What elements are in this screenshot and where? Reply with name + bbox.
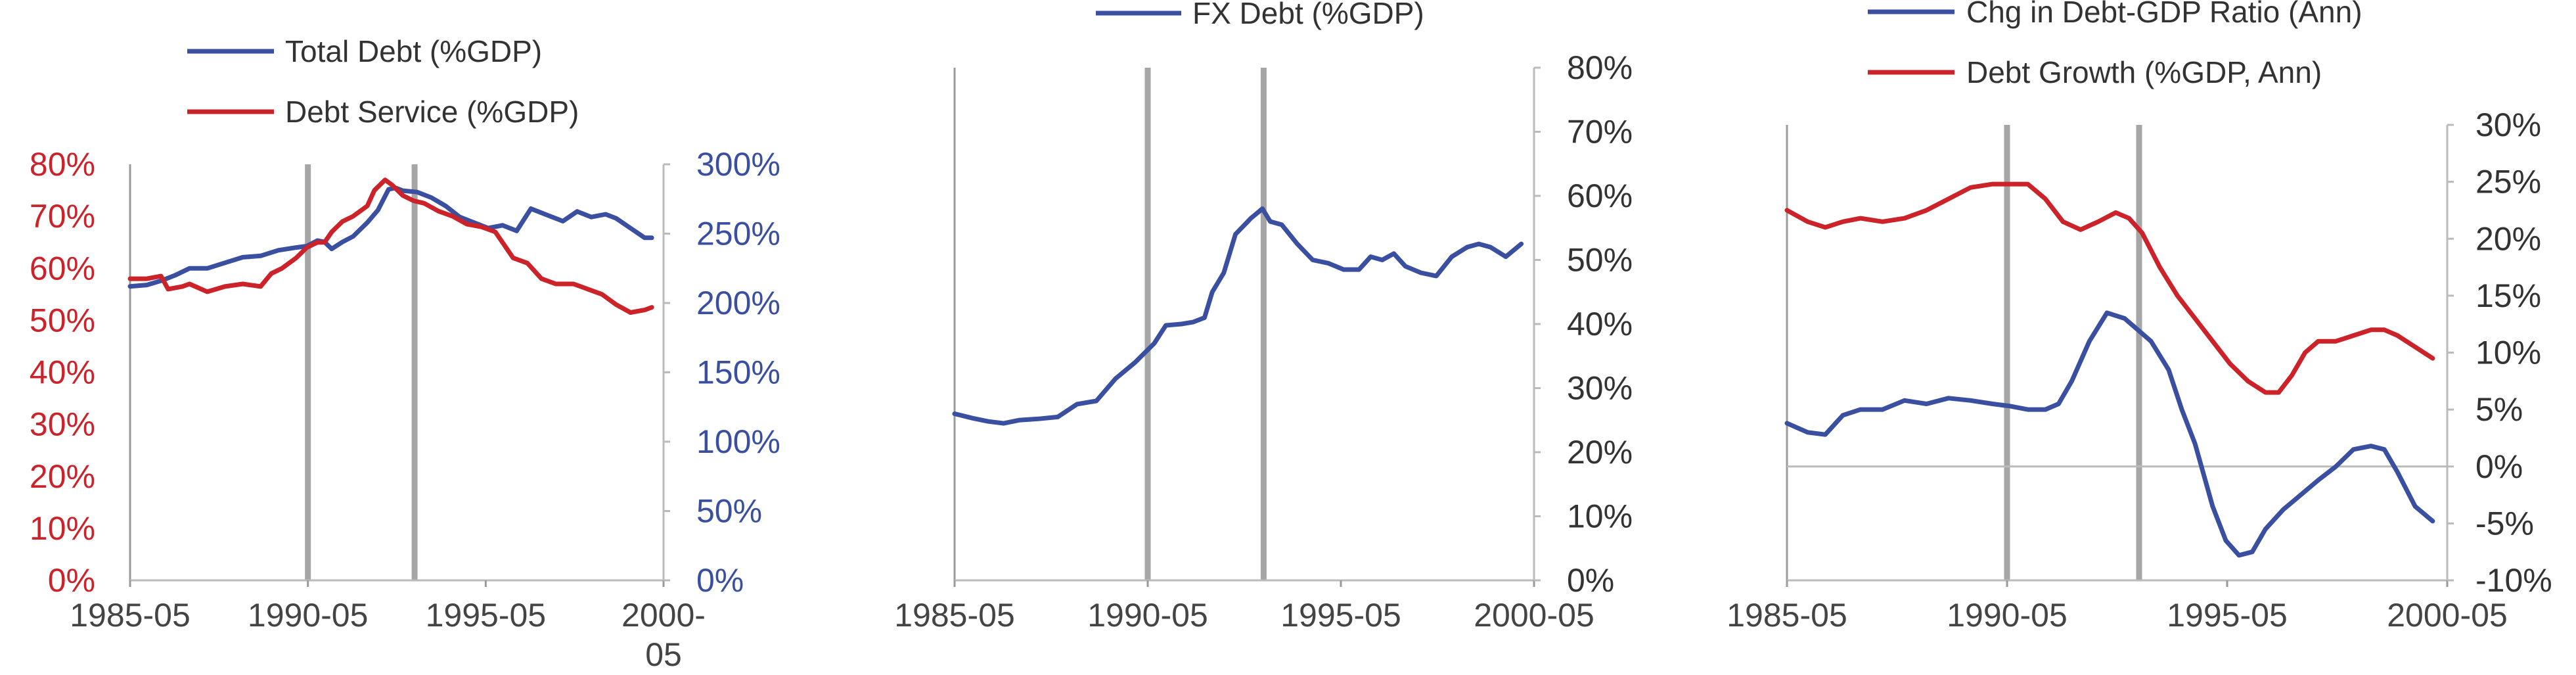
right-y-tick-label-70: 70% (1567, 114, 1633, 151)
legend-label-total-debt: Total Debt (%GDP) (285, 34, 542, 68)
x-tick-label-1995-05: 1995-05 (1280, 597, 1401, 634)
x-tick-label-line: 1995-05 (426, 597, 547, 634)
legend-label-debt-service: Debt Service (%GDP) (285, 95, 579, 129)
series-line-total-debt-gdp (127, 185, 654, 289)
plot-frame (129, 164, 665, 582)
legend-label-chg-debt-gdp: Chg in Debt-GDP Ratio (Ann) (1966, 0, 2362, 29)
x-tick-label-line: 1990-05 (1087, 597, 1208, 634)
right-y-tick-label-5: 5% (2475, 391, 2523, 428)
left-y-tick-label-60: 60% (30, 250, 95, 287)
x-tick-label-1990-05: 1990-05 (248, 597, 369, 634)
left-y-axis: 0% 10% 20% 30% 40% 50% 60% 70% 80% (30, 146, 95, 599)
right-y-tick-label-0: 0% (2475, 448, 2523, 485)
legend-item-debt-growth: Debt Growth (%GDP, Ann) (1868, 55, 2322, 89)
right-y-tick-label-60: 60% (1567, 177, 1633, 214)
left-y-tick-label-70: 70% (30, 198, 95, 235)
chart-panel-1: Total Debt (%GDP) Debt Service (%GDP) 19… (30, 34, 780, 673)
left-y-tick-label-80: 80% (30, 146, 95, 183)
event-lines (1144, 68, 1267, 580)
x-tick-label-line: 1995-05 (1280, 597, 1401, 634)
right-y-tick-label-5: -5% (2475, 505, 2534, 542)
series-line-chg-in-debt-gdp-ratio-ann (1784, 310, 2435, 558)
right-y-tick-label-0: 0% (1567, 562, 1614, 599)
legend-label-fx-debt: FX Debt (%GDP) (1192, 0, 1424, 30)
left-y-tick-label-40: 40% (30, 354, 95, 391)
right-y-tick-label-200: 200% (696, 285, 780, 321)
x-tick-label-line: 2000-05 (1474, 597, 1594, 634)
right-y-tick-label-250: 250% (696, 216, 780, 252)
legend-item-debt-service: Debt Service (%GDP) (187, 95, 579, 129)
x-tick-label-1985-05: 1985-05 (1727, 597, 1847, 634)
x-tick-label-line: 1990-05 (248, 597, 369, 634)
left-y-tick-label-30: 30% (30, 406, 95, 443)
left-y-tick-label-50: 50% (30, 302, 95, 338)
right-y-tick-label-40: 40% (1567, 306, 1633, 342)
x-axis: 1985-05 1990-05 1995-05 2000-05 (894, 580, 1594, 634)
right-y-tick-label-0: 0% (696, 562, 744, 599)
x-tick-label-line: 1990-05 (1947, 597, 2068, 634)
left-y-tick-label-0: 0% (48, 562, 95, 599)
legend-item-total-debt: Total Debt (%GDP) (187, 34, 542, 68)
x-tick-label-2000-05: 2000-05 (621, 597, 706, 673)
x-tick-label-2000-05: 2000-05 (2387, 597, 2508, 634)
x-tick-label-1990-05: 1990-05 (1087, 597, 1208, 634)
x-tick-label-2000-05: 2000-05 (1474, 597, 1594, 634)
right-y-tick-label-20: 20% (1567, 434, 1633, 471)
right-y-tick-label-50: 50% (696, 493, 762, 530)
x-tick-label-line: 1985-05 (1727, 597, 1847, 634)
x-tick-label-line: 1985-05 (70, 597, 191, 634)
legend-item-chg-debt-gdp: Chg in Debt-GDP Ratio (Ann) (1868, 0, 2362, 29)
right-y-tick-label-10: -10% (2475, 562, 2552, 599)
chart-panel-2: FX Debt (%GDP) 1985-05 1990-05 1995-05 2000… (894, 0, 1633, 634)
right-y-tick-label-80: 80% (1567, 49, 1633, 86)
right-y-tick-label-50: 50% (1567, 242, 1633, 279)
series-line-debt-growth-gdp-ann (1784, 181, 2435, 395)
right-y-tick-label-100: 100% (696, 423, 780, 460)
event-lines (305, 164, 418, 580)
right-y-axis: 0% 50% 100% 150% 200% 250% 300% (664, 146, 780, 599)
right-y-tick-label-10: 10% (2475, 335, 2541, 371)
right-y-tick-label-25: 25% (2475, 164, 2541, 200)
event-lines (2004, 125, 2142, 580)
x-tick-label-line: 1995-05 (2167, 597, 2288, 634)
series-line-fx-debt-gdp (952, 206, 1524, 426)
x-tick-label-1990-05: 1990-05 (1947, 597, 2068, 634)
right-y-tick-label-30: 30% (2475, 106, 2541, 143)
x-axis: 1985-05 1990-05 1995-05 2000-05 (70, 580, 706, 673)
x-axis: 1985-05 1990-05 1995-05 2000-05 (1727, 580, 2508, 634)
left-y-tick-label-10: 10% (30, 510, 95, 547)
chart-panel-3: Chg in Debt-GDP Ratio (Ann) Debt Growth … (1727, 0, 2552, 634)
legend-label-debt-growth: Debt Growth (%GDP, Ann) (1966, 55, 2322, 89)
x-tick-label-1985-05: 1985-05 (70, 597, 191, 634)
legend-item-fx-debt: FX Debt (%GDP) (1096, 0, 1424, 30)
x-tick-label-line: 2000- (621, 597, 706, 634)
series-group (127, 177, 654, 315)
x-tick-label-1985-05: 1985-05 (894, 597, 1015, 634)
x-tick-label-line: 1985-05 (894, 597, 1015, 634)
x-tick-label-line: 2000-05 (2387, 597, 2508, 634)
x-tick-label-1995-05: 1995-05 (2167, 597, 2288, 634)
plot-frame (1786, 125, 2449, 582)
plot-frame (953, 68, 1535, 582)
series-line-debt-service-gdp (127, 177, 654, 315)
right-y-tick-label-300: 300% (696, 146, 780, 183)
right-y-tick-label-20: 20% (2475, 220, 2541, 257)
right-y-tick-label-150: 150% (696, 354, 780, 391)
right-y-axis: -10% -5% 0% 5% 10% 15% 20% 25% 30% (2447, 106, 2552, 599)
series-group (1784, 181, 2435, 558)
series-group (952, 206, 1524, 426)
right-y-axis: 0% 10% 20% 30% 40% 50% 60% 70% 80% (1534, 49, 1633, 599)
left-y-tick-label-20: 20% (30, 458, 95, 495)
right-y-tick-label-10: 10% (1567, 498, 1633, 535)
x-tick-label-line: 05 (645, 636, 682, 673)
x-tick-label-1995-05: 1995-05 (426, 597, 547, 634)
right-y-tick-label-15: 15% (2475, 277, 2541, 314)
right-y-tick-label-30: 30% (1567, 370, 1633, 407)
